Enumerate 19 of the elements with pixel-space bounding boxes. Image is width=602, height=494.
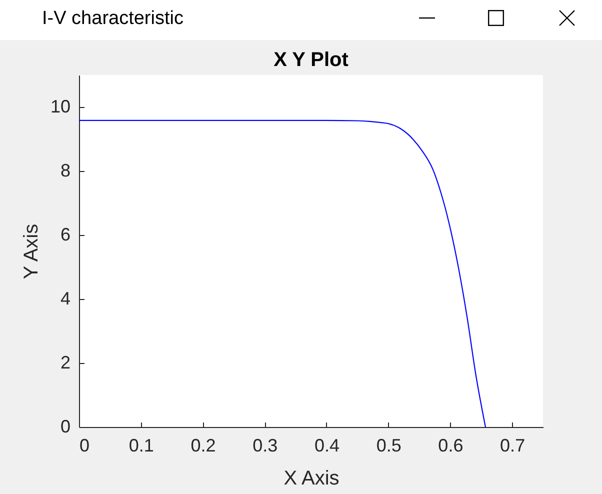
x-tick-label: 0.3 — [252, 436, 278, 456]
x-tick-label: 0.2 — [190, 436, 216, 456]
chart-title: X Y Plot — [274, 49, 349, 71]
x-tick-label: 0.4 — [314, 436, 340, 456]
text: I-V characteristic — [42, 7, 184, 31]
line-series — [78, 120, 486, 428]
y-tick-label: 10 — [50, 96, 70, 116]
x-tick-label: 0.1 — [128, 436, 154, 456]
x-tick-label: 0.7 — [500, 436, 526, 456]
y-tick-label: 6 — [60, 224, 70, 244]
x-axis-title: X Axis — [284, 468, 340, 490]
y-tick-label: 0 — [60, 416, 70, 436]
x-tick-label: 0.6 — [438, 436, 464, 456]
y-tick-label: 2 — [60, 352, 70, 372]
x-tick-label: 0.5 — [376, 436, 402, 456]
y-axis-title: Y Axis — [20, 224, 42, 280]
y-tick-label: 4 — [60, 288, 70, 308]
x-tick-label: 0 — [80, 436, 90, 456]
y-tick-label: 8 — [60, 160, 70, 180]
